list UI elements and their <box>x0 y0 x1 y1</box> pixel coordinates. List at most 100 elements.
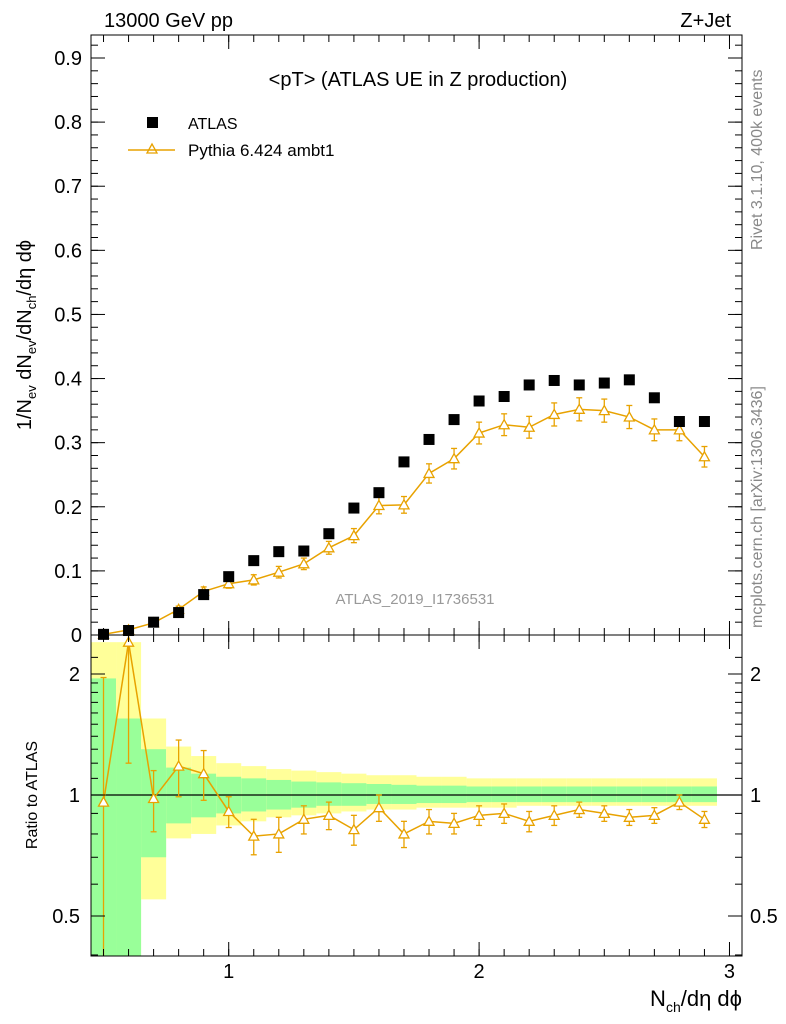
ratio-band-inner <box>616 786 642 803</box>
ratio-point <box>422 814 436 826</box>
ratio-y-tick-label: 2 <box>69 664 80 686</box>
data-point <box>523 379 535 391</box>
ratio-point <box>573 803 586 815</box>
data-point <box>198 589 210 601</box>
data-point <box>248 555 260 567</box>
data-point <box>173 607 185 619</box>
ratio-band-inner <box>641 786 667 803</box>
y-tick-label: 0.5 <box>54 304 82 326</box>
ratio-bands <box>91 642 717 956</box>
data-point <box>648 392 660 404</box>
ratio-ticks: 0.5 0.5 1 1 2 2 1 2 3 <box>52 635 778 983</box>
data-point <box>223 571 235 583</box>
x-label-base: N <box>650 986 666 1011</box>
analysis-label: ATLAS_2019_I1736531 <box>335 591 494 608</box>
chart-title: <pT> (ATLAS UE in Z production) <box>269 69 568 91</box>
data-point <box>373 487 385 499</box>
mc-point <box>222 577 235 589</box>
mc-point <box>272 565 285 577</box>
data-point <box>573 379 585 391</box>
ratio-point <box>222 805 235 817</box>
x-tick-label: 2 <box>474 961 485 983</box>
x-axis-label: Nch/dη dϕ <box>650 986 742 1015</box>
y-tick-label: 0.8 <box>54 112 82 134</box>
legend-label-atlas: ATLAS <box>188 116 238 133</box>
ratio-y-tick-label: 1 <box>69 785 80 807</box>
mc-point <box>548 408 561 420</box>
data-point <box>398 456 410 468</box>
mc-point <box>472 426 486 438</box>
mc-point <box>447 452 461 464</box>
y-tick-label: 0.4 <box>54 369 82 391</box>
mc-point <box>247 573 260 585</box>
y-label-part-2: dN <box>14 354 36 385</box>
ratio-point <box>397 827 411 839</box>
data-point <box>348 502 360 514</box>
ratio-y-tick-label-right: 2 <box>750 664 761 686</box>
ratio-band-inner <box>416 785 442 804</box>
x-label-sub: ch <box>666 999 681 1015</box>
mc-point <box>322 541 335 553</box>
legend-marker-atlas <box>147 117 158 128</box>
ratio-band-inner <box>541 786 567 803</box>
ratio-point <box>172 759 185 771</box>
mc-point <box>573 402 586 414</box>
legend-label-pythia: Pythia 6.424 ambt1 <box>188 141 334 160</box>
legend-marker-pythia <box>145 142 159 154</box>
ratio-band-inner <box>691 786 717 803</box>
ratio-band-inner <box>666 786 692 803</box>
energy-label: 13000 GeV pp <box>104 10 233 32</box>
data-point <box>323 528 335 540</box>
ratio-band-inner <box>491 786 517 803</box>
ratio-y-axis-label: Ratio to ATLAS <box>24 741 41 849</box>
ratio-band-inner <box>366 784 392 804</box>
data-point <box>423 433 435 445</box>
mc-point <box>523 420 536 432</box>
mc-point <box>422 467 436 479</box>
ratio-point <box>197 767 210 779</box>
y-tick-label: 0.9 <box>54 48 82 70</box>
y-tick-label: 0.7 <box>54 176 82 198</box>
mc-point <box>498 418 511 430</box>
ratio-point <box>673 795 686 807</box>
ratio-point <box>272 827 285 839</box>
y-label-sub-1: ev <box>24 385 39 399</box>
legend: ATLAS Pythia 6.424 ambt1 <box>128 116 334 160</box>
rivet-label: Rivet 3.1.10, 400k events <box>749 69 766 250</box>
ratio-point <box>498 807 511 819</box>
y-label-part-4: /dη dϕ <box>14 240 36 296</box>
ratio-point <box>698 812 711 824</box>
data-point <box>473 395 485 407</box>
data-point <box>598 377 610 389</box>
ratio-band-inner <box>441 785 467 804</box>
mc-point <box>673 423 686 435</box>
ratio-point <box>472 809 486 820</box>
ratio-point <box>372 801 386 813</box>
ratio-point <box>523 814 536 826</box>
data-point <box>298 545 310 557</box>
ratio-point <box>322 809 335 820</box>
y-tick-label: 0.1 <box>54 561 82 583</box>
y-tick-label: 0 <box>71 625 82 647</box>
data-point <box>448 414 460 426</box>
ratio-point <box>447 817 461 829</box>
ratio-point <box>548 809 561 820</box>
ratio-y-tick-label-right: 0.5 <box>750 906 778 928</box>
ratio-point <box>623 810 636 822</box>
y-axis-label: 1/Nev dNev/dNch/dη dϕ <box>14 240 39 430</box>
ratio-band-inner <box>566 786 592 803</box>
y-label-part-3: /dN <box>14 309 36 340</box>
mc-point <box>297 557 310 569</box>
data-point <box>673 416 685 428</box>
data-point <box>548 374 560 386</box>
x-tick-label: 1 <box>223 961 234 983</box>
ratio-panel: 0.5 0.5 1 1 2 2 1 2 3 <box>52 634 778 983</box>
x-label-rest: /dη dϕ <box>681 986 742 1011</box>
mc-point <box>598 404 611 416</box>
mc-point <box>397 498 411 510</box>
ratio-point <box>598 807 611 819</box>
y-label-sub-3: ch <box>24 296 39 310</box>
data-point <box>698 416 710 428</box>
main-panel: 0 0.1 0.2 0.3 0.4 0.5 0.6 0.7 0.8 0.9 <box>54 34 743 647</box>
